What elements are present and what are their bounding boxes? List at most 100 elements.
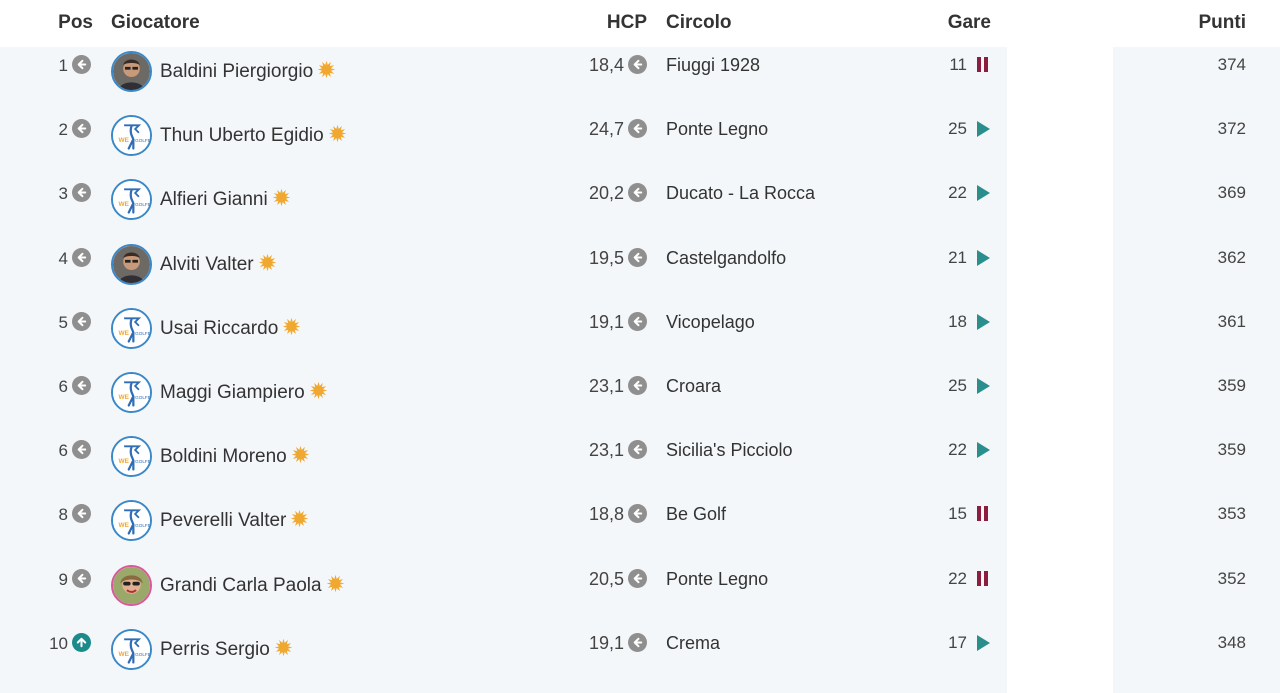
svg-text:GOLFERS: GOLFERS xyxy=(135,395,150,400)
club-name[interactable]: Ponte Legno xyxy=(666,119,769,140)
sun-badge-icon xyxy=(290,509,309,528)
player-name-cell[interactable]: Grandi Carla Paola xyxy=(160,574,345,597)
races-count: 25 xyxy=(948,119,967,139)
table-row[interactable]: 6 WE GOLFERS Boldini Moreno 23,1 Sicilia's Pi… xyxy=(0,425,1280,489)
player-name-cell[interactable]: Alfieri Gianni xyxy=(160,188,291,211)
arrow-left-icon xyxy=(72,183,91,203)
sun-badge-icon xyxy=(328,124,347,143)
hcp-value: 20,2 xyxy=(588,183,624,204)
table-row[interactable]: 9 Grandi Carla Paola 20,5 Ponte Legno 22 352 xyxy=(0,554,1280,618)
player-name[interactable]: Perris Sergio xyxy=(160,638,270,660)
player-name[interactable]: Alfieri Gianni xyxy=(160,189,268,211)
player-name[interactable]: Grandi Carla Paola xyxy=(160,574,322,596)
hcp-value: 18,8 xyxy=(588,504,624,525)
club-logo-avatar[interactable]: WE GOLFERS xyxy=(111,436,152,478)
player-name-cell[interactable]: Peverelli Valter xyxy=(160,509,309,532)
player-name-cell[interactable]: Baldini Piergiorgio xyxy=(160,60,336,83)
club-name[interactable]: Crema xyxy=(666,632,721,653)
header-points[interactable]: Punti xyxy=(1198,12,1247,33)
races-count: 22 xyxy=(948,568,967,588)
player-name-cell[interactable]: Thun Uberto Egidio xyxy=(160,124,347,147)
player-name-cell[interactable]: Perris Sergio xyxy=(160,638,293,661)
header-club[interactable]: Circolo xyxy=(666,12,732,33)
player-name-cell[interactable]: Alviti Valter xyxy=(160,253,277,276)
header-hcp[interactable]: HCP xyxy=(606,12,647,33)
hcp-value: 18,4 xyxy=(588,55,624,75)
table-body-background xyxy=(0,47,1007,693)
player-name[interactable]: Usai Riccardo xyxy=(160,317,279,339)
table-row[interactable]: 1 Baldini Piergiorgio 18,4 Fiuggi 1928 11 374 xyxy=(0,40,1280,104)
table-row[interactable]: 3 WE GOLFERS Alfieri Gianni 20,2 Ducato - La … xyxy=(0,168,1280,232)
svg-text:WE: WE xyxy=(119,522,130,529)
table-row[interactable]: 6 WE GOLFERS Maggi Giampiero 23,1 Croara 25 359 xyxy=(0,361,1280,425)
points-value: 359 xyxy=(1217,440,1246,460)
sun-badge-icon xyxy=(309,381,328,400)
club-logo-avatar[interactable]: WE GOLFERS xyxy=(111,372,152,413)
player-name[interactable]: Alviti Valter xyxy=(160,253,254,275)
club-name[interactable]: Sicilia's Picciolo xyxy=(666,440,793,461)
hcp-value: 23,1 xyxy=(588,376,624,396)
sun-badge-icon xyxy=(326,574,345,593)
table-row[interactable]: 4 Alviti Valter 19,5 Castelgandolfo 21 362 xyxy=(0,233,1280,297)
svg-text:WE: WE xyxy=(119,458,130,465)
svg-text:GOLFERS: GOLFERS xyxy=(135,652,150,657)
club-name[interactable]: Fiuggi 1928 xyxy=(666,55,761,75)
arrow-left-icon xyxy=(628,568,647,588)
club-name[interactable]: Castelgandolfo xyxy=(666,247,787,268)
table-row[interactable]: 2 WE GOLFERS Thun Uberto Egidio 24,7 Ponte Le… xyxy=(0,104,1280,168)
sun-badge-icon xyxy=(282,317,301,336)
arrow-left-icon xyxy=(72,119,91,139)
table-row[interactable]: 5 WE GOLFERS Usai Riccardo 19,1 Vicopelago 18 3… xyxy=(0,297,1280,361)
pause-icon xyxy=(975,56,991,74)
header-pos[interactable]: Pos xyxy=(58,12,93,33)
player-photo-avatar[interactable] xyxy=(111,51,152,92)
club-name[interactable]: Vicopelago xyxy=(666,311,755,332)
header-player[interactable]: Giocatore xyxy=(111,12,200,33)
club-logo-avatar[interactable]: WE GOLFERS xyxy=(111,307,152,349)
arrow-left-icon xyxy=(628,119,647,139)
club-logo-avatar[interactable]: WE GOLFERS xyxy=(111,115,152,157)
club-logo-avatar[interactable]: WE GOLFERS xyxy=(111,179,152,221)
player-photo-avatar[interactable] xyxy=(111,564,152,606)
player-name-cell[interactable]: Maggi Giampiero xyxy=(160,381,328,404)
club-name[interactable]: Ponte Legno xyxy=(666,568,769,589)
hcp-value: 24,7 xyxy=(588,119,624,140)
club-name[interactable]: Be Golf xyxy=(666,504,727,525)
table-row[interactable]: 8 WE GOLFERS Peverelli Valter 18,8 Be Golf 15 3… xyxy=(0,489,1280,553)
club-logo-avatar[interactable]: WE GOLFERS xyxy=(111,628,152,670)
races-count: 11 xyxy=(949,55,967,74)
points-value: 362 xyxy=(1217,247,1246,267)
position: 2 xyxy=(58,120,68,140)
player-name-cell[interactable]: Boldini Moreno xyxy=(160,445,310,468)
hcp-value: 19,5 xyxy=(588,247,624,268)
player-name-cell[interactable]: Usai Riccardo xyxy=(160,317,301,340)
play-icon xyxy=(975,249,991,267)
races-count: 18 xyxy=(948,311,967,331)
svg-text:WE: WE xyxy=(119,201,130,208)
races-count: 22 xyxy=(948,183,967,203)
header-races[interactable]: Gare xyxy=(947,12,991,33)
player-photo-avatar[interactable] xyxy=(111,243,152,285)
arrow-left-icon xyxy=(72,504,91,524)
club-name[interactable]: Croara xyxy=(666,376,722,396)
points-value: 361 xyxy=(1217,311,1246,331)
sun-badge-icon xyxy=(291,445,310,464)
player-name[interactable]: Thun Uberto Egidio xyxy=(160,125,324,147)
arrow-left-icon xyxy=(628,247,647,267)
svg-text:WE: WE xyxy=(119,394,130,401)
arrow-left-icon xyxy=(628,55,647,74)
player-name[interactable]: Baldini Piergiorgio xyxy=(160,61,314,82)
svg-text:WE: WE xyxy=(119,651,130,658)
table-row[interactable]: 10 WE GOLFERS Perris Sergio 19,1 Crema 17 348 xyxy=(0,618,1280,682)
play-icon xyxy=(975,377,991,395)
points-value: 359 xyxy=(1217,376,1246,395)
player-name[interactable]: Maggi Giampiero xyxy=(160,382,305,403)
position: 4 xyxy=(58,248,68,268)
player-name[interactable]: Boldini Moreno xyxy=(160,446,287,468)
races-count: 22 xyxy=(948,440,967,460)
club-name[interactable]: Ducato - La Rocca xyxy=(666,183,816,204)
arrow-left-icon xyxy=(72,247,91,267)
player-name[interactable]: Peverelli Valter xyxy=(160,510,287,532)
points-value: 353 xyxy=(1217,504,1246,524)
club-logo-avatar[interactable]: WE GOLFERS xyxy=(111,500,152,542)
